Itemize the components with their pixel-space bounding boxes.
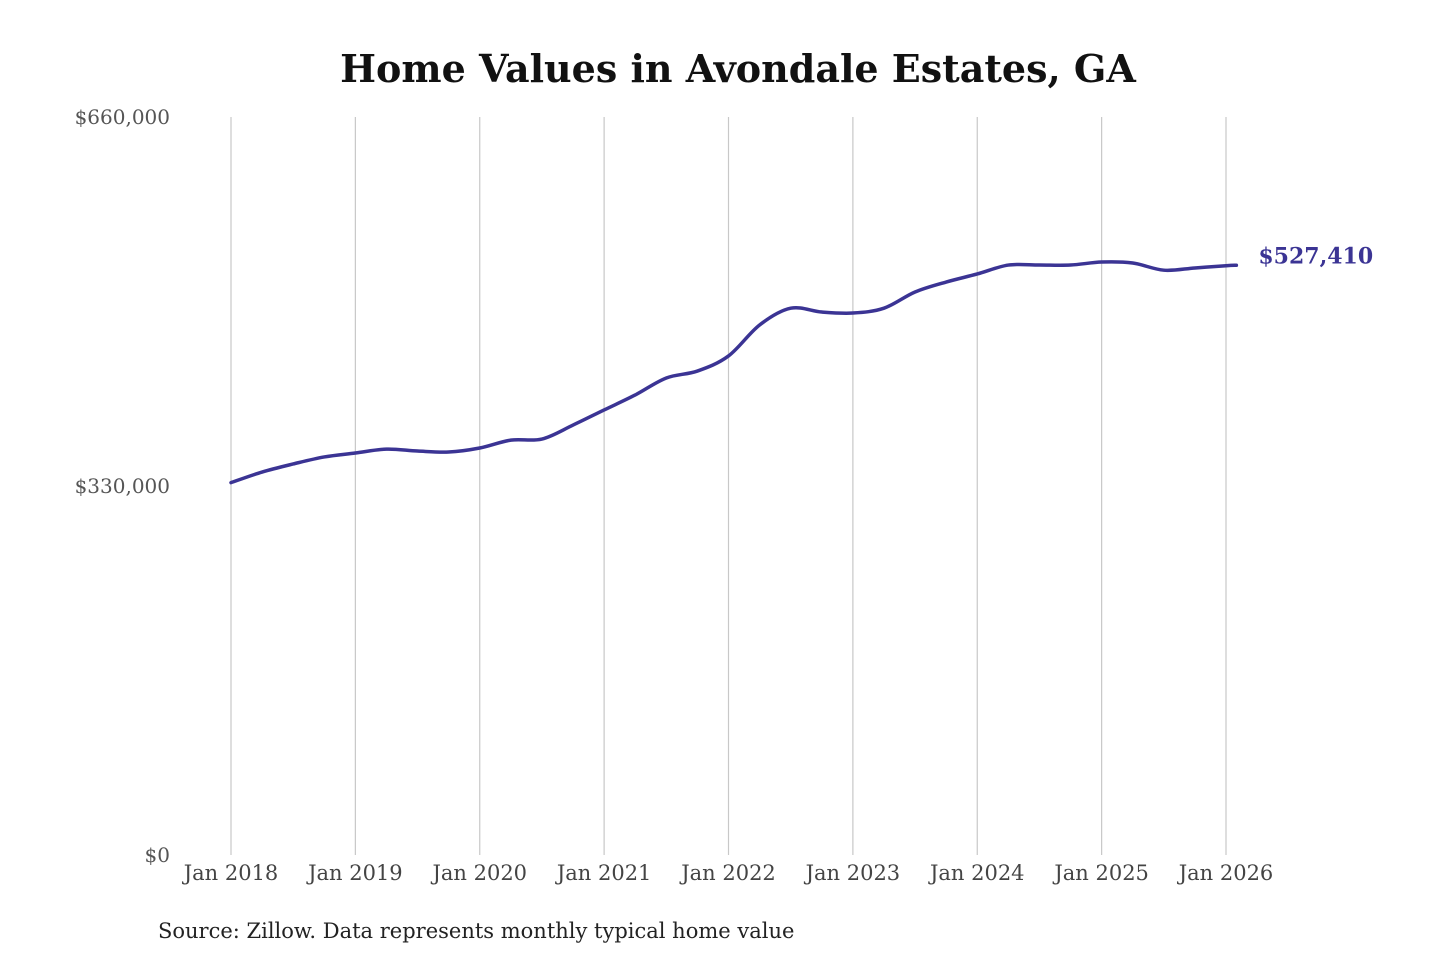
y-tick-label: $330,000 <box>75 474 170 498</box>
y-tick-label: $660,000 <box>75 105 170 129</box>
chart-title: Home Values in Avondale Estates, GA <box>340 46 1136 91</box>
x-tick-label: Jan 2026 <box>1177 861 1274 885</box>
x-tick-label: Jan 2019 <box>306 861 403 885</box>
x-tick-label: Jan 2018 <box>182 861 279 885</box>
x-tick-label: Jan 2020 <box>430 861 527 885</box>
x-axis: Jan 2018 Jan 2019 Jan 2020 Jan 2021 Jan 2022… <box>182 861 1274 885</box>
y-tick-label: $0 <box>145 843 170 867</box>
x-tick-label: Jan 2024 <box>928 861 1025 885</box>
grid <box>230 117 1227 855</box>
series-line <box>229 260 1239 485</box>
source-note: Source: Zillow. Data represents monthly … <box>158 919 794 943</box>
x-tick-label: Jan 2022 <box>679 861 776 885</box>
x-tick-label: Jan 2023 <box>804 861 901 885</box>
x-tick-label: Jan 2025 <box>1052 861 1149 885</box>
y-axis: $0 $330,000 $660,000 <box>75 105 170 867</box>
end-value-label: $527,410 <box>1258 243 1373 269</box>
x-tick-label: Jan 2021 <box>555 861 652 885</box>
